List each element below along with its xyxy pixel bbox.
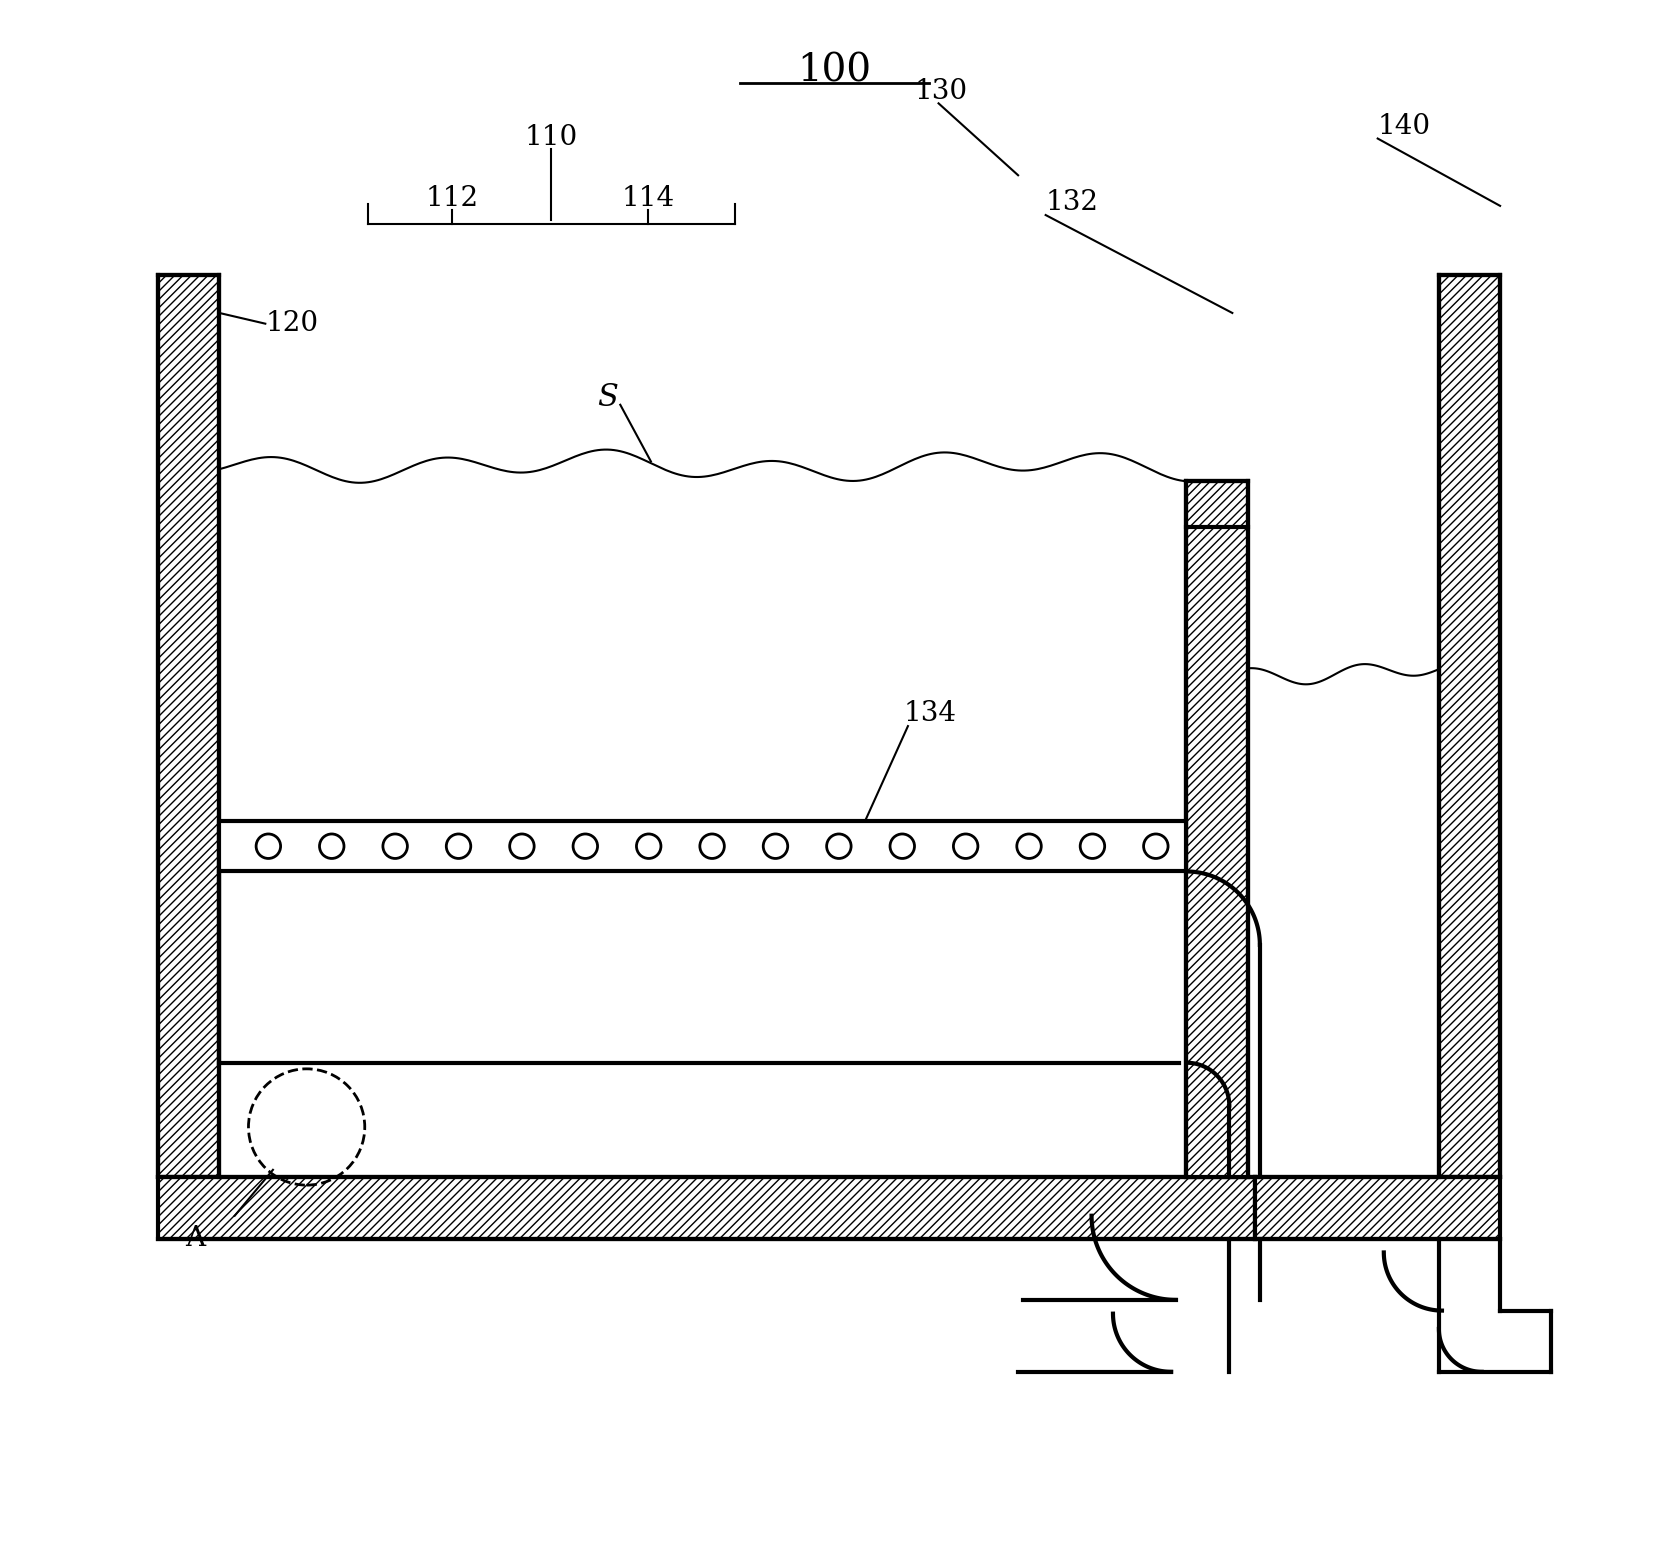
Bar xyxy=(1187,482,1248,1178)
Bar xyxy=(1187,482,1248,1178)
Text: 134: 134 xyxy=(903,701,956,727)
Text: 120: 120 xyxy=(265,310,319,337)
Text: 100: 100 xyxy=(798,52,871,90)
Bar xyxy=(219,821,1187,871)
Text: 132: 132 xyxy=(1046,190,1098,216)
Bar xyxy=(1439,275,1500,1178)
Bar xyxy=(159,1178,1255,1238)
Bar xyxy=(1255,1178,1500,1238)
Text: 112: 112 xyxy=(426,185,479,212)
Bar xyxy=(159,1178,1255,1238)
Text: 110: 110 xyxy=(524,124,577,150)
Bar xyxy=(159,275,219,1178)
Bar xyxy=(1439,275,1500,1178)
Text: A: A xyxy=(185,1226,205,1252)
Text: 130: 130 xyxy=(915,77,968,105)
Bar xyxy=(159,275,219,1178)
Text: 114: 114 xyxy=(621,185,674,212)
Text: S: S xyxy=(598,381,618,412)
Text: 140: 140 xyxy=(1377,113,1430,141)
Bar xyxy=(1255,1178,1500,1238)
